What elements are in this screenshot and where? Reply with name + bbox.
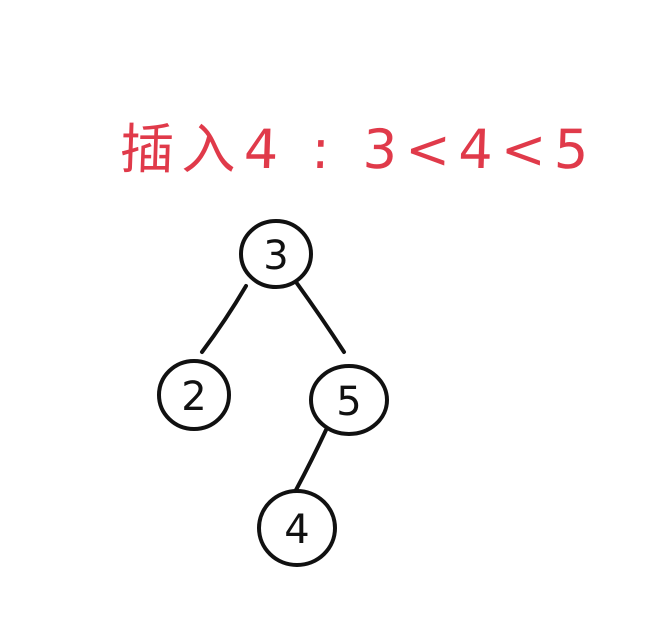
tree-node-3: 3 [239, 219, 313, 289]
tree-node-4: 4 [257, 489, 337, 567]
node-label-5: 5 [336, 379, 361, 425]
edge-3-to-5 [294, 280, 346, 354]
edge-5-to-4 [294, 428, 328, 492]
node-circle-2 [157, 359, 231, 431]
node-circle-3 [239, 219, 313, 289]
node-label-4: 4 [284, 507, 309, 553]
node-circle-5 [309, 364, 389, 436]
edge-3-to-2 [200, 284, 248, 354]
tree-node-5: 5 [309, 364, 389, 436]
node-circle-4 [257, 489, 337, 567]
tree-node-2: 2 [157, 359, 231, 431]
node-label-2: 2 [181, 374, 206, 420]
node-label-3: 3 [263, 233, 288, 279]
